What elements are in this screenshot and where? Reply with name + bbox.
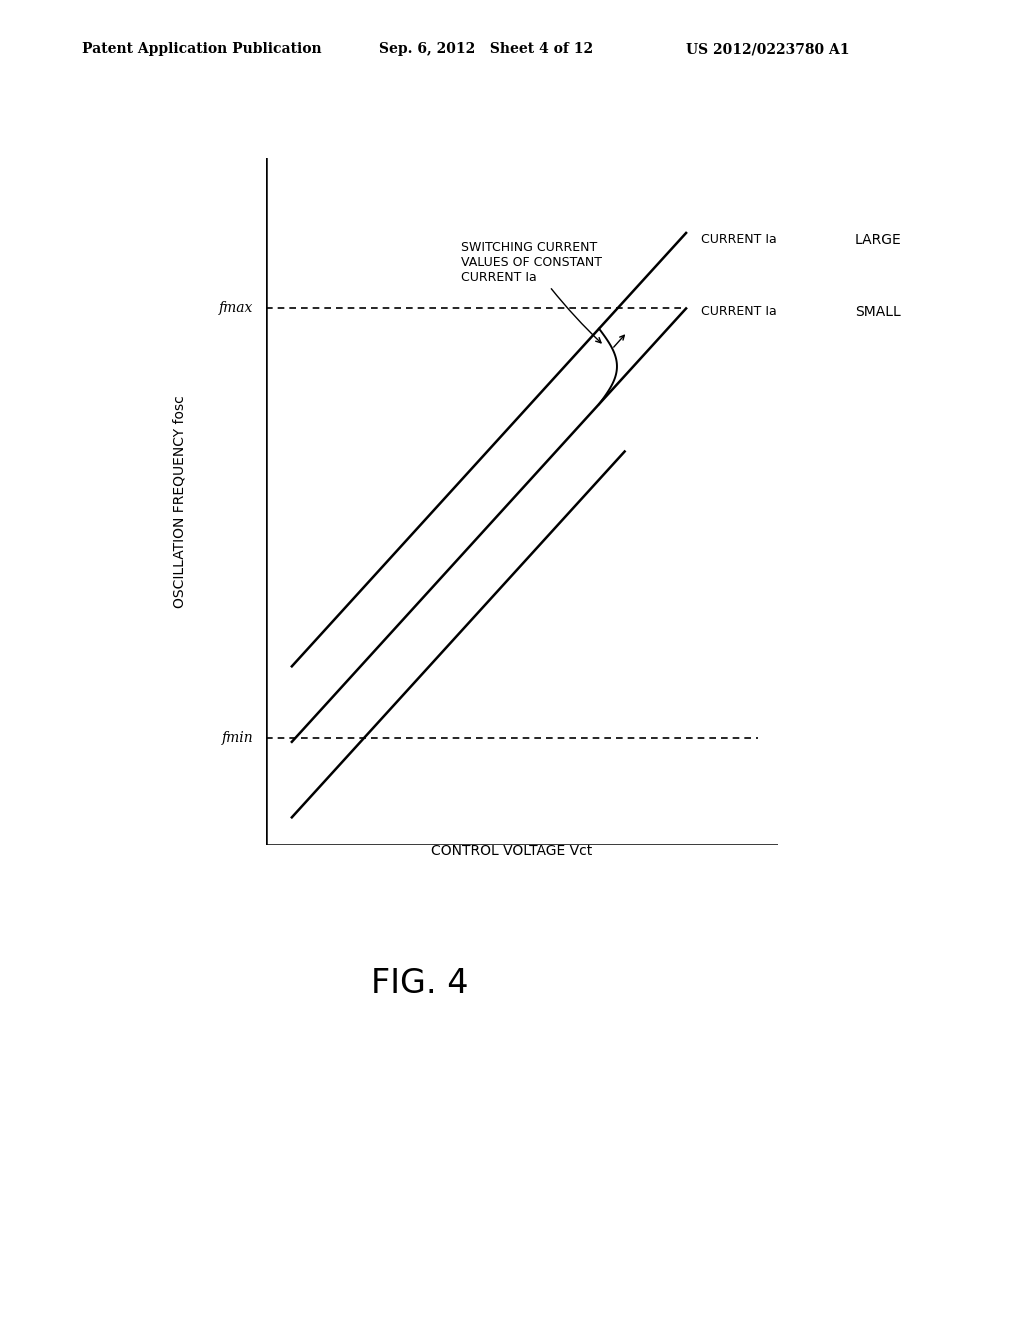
Text: CURRENT Ia: CURRENT Ia	[701, 234, 777, 247]
Text: Patent Application Publication: Patent Application Publication	[82, 42, 322, 57]
Text: LARGE: LARGE	[855, 232, 902, 247]
Text: fmin: fmin	[222, 731, 254, 746]
Text: CONTROL VOLTAGE Vct: CONTROL VOLTAGE Vct	[431, 845, 593, 858]
Text: SMALL: SMALL	[855, 305, 901, 319]
Text: OSCILLATION FREQUENCY fosc: OSCILLATION FREQUENCY fosc	[172, 395, 186, 609]
Text: US 2012/0223780 A1: US 2012/0223780 A1	[686, 42, 850, 57]
Text: fmax: fmax	[219, 301, 254, 315]
Text: SWITCHING CURRENT
VALUES OF CONSTANT
CURRENT Ia: SWITCHING CURRENT VALUES OF CONSTANT CUR…	[461, 240, 602, 343]
Text: FIG. 4: FIG. 4	[371, 966, 469, 1001]
Text: Sep. 6, 2012   Sheet 4 of 12: Sep. 6, 2012 Sheet 4 of 12	[379, 42, 593, 57]
Text: CURRENT Ia: CURRENT Ia	[701, 305, 777, 318]
